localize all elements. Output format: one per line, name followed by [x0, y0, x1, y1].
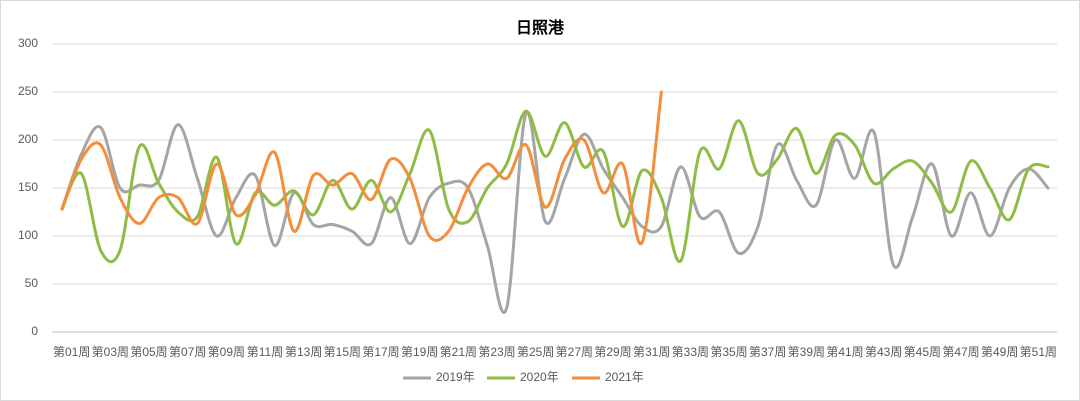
x-tick-label: 第51周 [1020, 345, 1057, 359]
x-tick-label: 第49周 [981, 345, 1018, 359]
x-tick-label: 第11周 [247, 345, 283, 359]
legend-label: 2019年 [436, 370, 475, 384]
x-tick-label: 第17周 [362, 345, 399, 359]
x-tick-label: 第41周 [826, 345, 863, 359]
x-tick-label: 第39周 [788, 345, 825, 359]
x-tick-label: 第01周 [53, 345, 90, 359]
x-tick-label: 第37周 [749, 345, 786, 359]
x-tick-label: 第21周 [440, 345, 477, 359]
y-tick-label: 0 [31, 324, 38, 338]
series-line [60, 90, 663, 246]
y-tick-label: 200 [18, 132, 38, 146]
x-tick-label: 第43周 [865, 345, 902, 359]
chart-title: 日照港 [516, 18, 565, 37]
legend-label: 2020年 [520, 370, 559, 384]
x-tick-label: 第45周 [904, 345, 941, 359]
x-tick-label: 第03周 [92, 345, 129, 359]
x-tick-label: 第27周 [556, 345, 593, 359]
x-tick-label: 第23周 [478, 345, 515, 359]
x-tick-label: 第13周 [285, 345, 322, 359]
x-tick-label: 第35周 [710, 345, 747, 359]
y-tick-label: 100 [18, 228, 38, 242]
series-line [60, 110, 1050, 314]
y-tick-label: 250 [18, 84, 38, 98]
x-tick-label: 第47周 [942, 345, 979, 359]
y-tick-label: 300 [18, 36, 38, 50]
x-tick-label: 第25周 [517, 345, 554, 359]
x-tick-label: 第31周 [633, 345, 670, 359]
x-tick-label: 第09周 [208, 345, 245, 359]
y-tick-label: 50 [25, 276, 39, 290]
x-tick-label: 第29周 [594, 345, 631, 359]
series-line [60, 109, 1050, 264]
y-tick-label: 150 [18, 180, 38, 194]
x-tick-label: 第07周 [169, 345, 206, 359]
x-tick-label: 第05周 [130, 345, 167, 359]
x-tick-label: 第33周 [672, 345, 709, 359]
x-tick-label: 第15周 [324, 345, 361, 359]
legend-label: 2021年 [605, 370, 644, 384]
x-tick-label: 第19周 [401, 345, 438, 359]
